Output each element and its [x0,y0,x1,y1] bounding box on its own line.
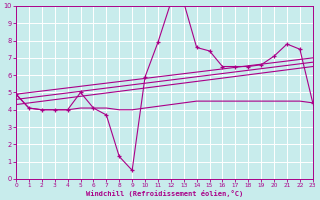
X-axis label: Windchill (Refroidissement éolien,°C): Windchill (Refroidissement éolien,°C) [86,190,243,197]
